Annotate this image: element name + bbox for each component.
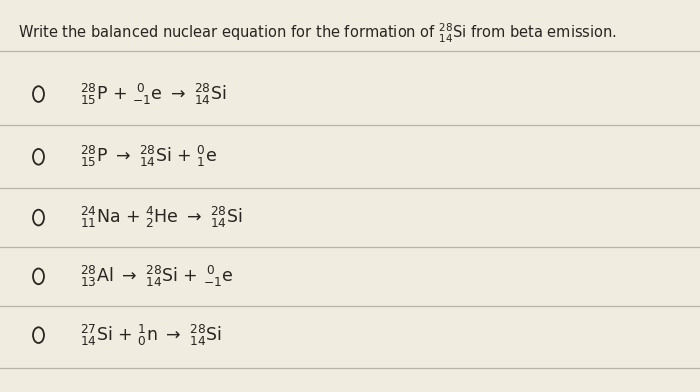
Text: Write the balanced nuclear equation for the formation of $\mathdefault{^{28}_{14: Write the balanced nuclear equation for … <box>18 22 617 45</box>
Text: $\mathdefault{^{28}_{13}}$Al $\rightarrow$ $\mathdefault{^{28}_{14}}$Si $+$ $\ma: $\mathdefault{^{28}_{13}}$Al $\rightarro… <box>80 264 234 289</box>
Text: $\mathdefault{^{27}_{14}}$Si $+$ $\mathdefault{^{1}_{0}}$n $\rightarrow$ $\mathd: $\mathdefault{^{27}_{14}}$Si $+$ $\mathd… <box>80 323 223 348</box>
Text: $\mathdefault{^{28}_{15}}$P $\rightarrow$ $\mathdefault{^{28}_{14}}$Si $+$ $\mat: $\mathdefault{^{28}_{15}}$P $\rightarrow… <box>80 144 218 169</box>
Text: $\mathdefault{^{24}_{11}}$Na $+$ $\mathdefault{^{4}_{2}}$He $\rightarrow$ $\math: $\mathdefault{^{24}_{11}}$Na $+$ $\mathd… <box>80 205 243 230</box>
Text: $\mathdefault{^{28}_{15}}$P $+$ $\mathdefault{^{\ 0}_{-1}}$e $\rightarrow$ $\mat: $\mathdefault{^{28}_{15}}$P $+$ $\mathde… <box>80 82 227 107</box>
